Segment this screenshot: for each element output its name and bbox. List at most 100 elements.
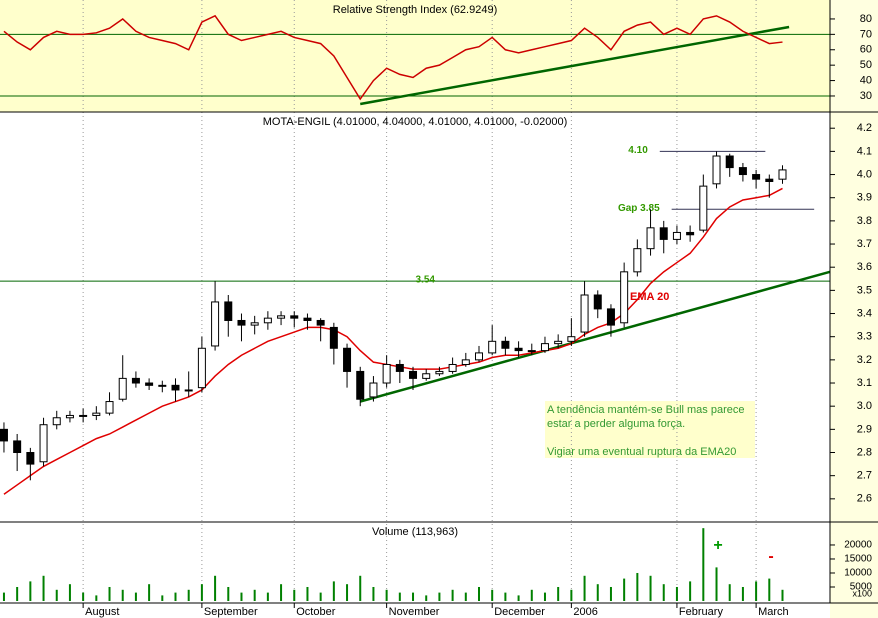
x-tick-label: October xyxy=(296,606,335,618)
volume-bar xyxy=(187,589,190,601)
volume-bar xyxy=(781,589,784,601)
candle-body xyxy=(606,308,615,326)
unit-label: x100 xyxy=(852,588,872,598)
volume-bar xyxy=(266,592,269,601)
y-tick-label: 10000 xyxy=(844,568,872,579)
volume-bar xyxy=(161,595,164,601)
candle-body xyxy=(540,343,549,352)
candle-body xyxy=(329,326,338,349)
volume-bar xyxy=(174,592,177,601)
candle-body xyxy=(488,340,497,354)
panel-title: Volume (113,963) xyxy=(372,526,458,538)
volume-bar xyxy=(596,584,599,601)
candle-body xyxy=(461,359,470,365)
candle-body xyxy=(118,377,127,400)
volume-bar xyxy=(42,575,45,601)
legend-label: EMA 20 xyxy=(630,291,669,303)
candle-body xyxy=(409,370,418,379)
volume-bar xyxy=(570,589,573,601)
candle-body xyxy=(13,440,22,454)
candle-body xyxy=(752,174,761,180)
volume-bar xyxy=(372,586,375,601)
candle-body xyxy=(105,401,114,414)
volume-bar xyxy=(82,592,85,601)
volume-bar xyxy=(543,592,546,601)
axis-panel xyxy=(830,0,878,618)
rsi-line xyxy=(3,14,783,101)
candle-body xyxy=(567,336,576,342)
y-tick-label: 3.6 xyxy=(857,261,872,273)
volume-bar xyxy=(134,592,137,601)
volume-bar xyxy=(649,575,652,601)
volume-bar xyxy=(55,589,58,601)
volume-bar xyxy=(346,584,349,601)
y-tick-label: 4.0 xyxy=(857,168,872,180)
volume-bar xyxy=(68,584,71,601)
candle-body xyxy=(395,363,404,372)
signal: + xyxy=(713,537,722,554)
y-tick-label: 3.7 xyxy=(857,238,872,250)
volume-bar xyxy=(755,581,758,601)
candle-body xyxy=(672,231,681,240)
x-tick-label: March xyxy=(758,606,789,618)
x-tick-label: December xyxy=(494,606,545,618)
candle-body xyxy=(224,301,233,321)
signal: - xyxy=(768,548,773,565)
volume-bar xyxy=(412,592,415,601)
y-tick-label: 3.0 xyxy=(857,400,872,412)
volume-bar xyxy=(16,586,19,601)
candle-body xyxy=(131,377,140,384)
volume-bar xyxy=(689,581,692,601)
candle-body xyxy=(738,167,747,176)
note-text: Vigiar uma eventual ruptura da EMA20 xyxy=(547,446,736,458)
note-text: A tendência mantém-se Bull mas parece xyxy=(547,404,745,416)
x-tick-label: November xyxy=(389,606,440,618)
y-tick-label: 2.7 xyxy=(857,470,872,482)
volume-bar xyxy=(504,592,507,601)
candle-body xyxy=(659,227,668,240)
candle-body xyxy=(514,347,523,352)
volume-bar xyxy=(253,589,256,601)
volume-bar xyxy=(451,589,454,601)
y-tick-label: 20000 xyxy=(844,540,872,551)
volume-bar xyxy=(425,595,428,601)
candle-body xyxy=(52,417,61,426)
y-tick-label: 5000 xyxy=(850,582,873,593)
volume-bar xyxy=(609,586,612,601)
volume-bar xyxy=(29,581,32,601)
ema-line xyxy=(3,187,783,495)
note-text: estar a perder alguma força. xyxy=(547,418,685,430)
panel-title: Relative Strength Index (62.9249) xyxy=(333,4,498,16)
candle-body xyxy=(725,155,734,169)
y-tick-label: 3.8 xyxy=(857,215,872,227)
x-tick-label: September xyxy=(204,606,258,618)
y-tick-label: 4.1 xyxy=(857,145,872,157)
candle-body xyxy=(646,227,655,250)
candle-body xyxy=(686,231,695,236)
y-tick-label: 2.6 xyxy=(857,493,872,505)
volume-bar xyxy=(280,584,283,601)
x-tick-label: August xyxy=(85,606,119,618)
volume-bar xyxy=(148,584,151,601)
trendline xyxy=(359,270,831,403)
candle-body xyxy=(356,370,365,400)
volume-bar xyxy=(398,592,401,601)
volume-bar xyxy=(517,595,520,601)
candle-body xyxy=(765,178,774,182)
volume-bar xyxy=(108,586,111,601)
candle-body xyxy=(250,322,259,326)
y-tick-label: 3.5 xyxy=(857,284,872,296)
y-tick-label: 15000 xyxy=(844,554,872,565)
volume-bar xyxy=(583,575,586,601)
candle-body xyxy=(448,363,457,372)
candle-body xyxy=(778,169,787,180)
volume-bar xyxy=(741,586,744,601)
volume-bar xyxy=(675,586,678,601)
candle-body xyxy=(620,271,629,324)
candle-body xyxy=(171,384,180,391)
volume-bar xyxy=(715,567,718,601)
volume-bar xyxy=(95,595,98,601)
candle-body xyxy=(474,352,483,361)
volume-bar xyxy=(319,592,322,601)
